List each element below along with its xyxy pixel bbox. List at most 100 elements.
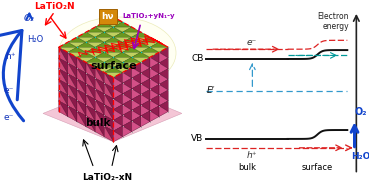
Polygon shape — [104, 126, 113, 142]
Polygon shape — [104, 67, 123, 72]
Polygon shape — [95, 37, 113, 42]
Polygon shape — [95, 110, 104, 126]
Polygon shape — [95, 67, 113, 72]
Polygon shape — [77, 79, 86, 94]
Polygon shape — [104, 94, 113, 110]
FancyArrowPatch shape — [0, 30, 24, 121]
Text: bulk: bulk — [238, 163, 256, 172]
Polygon shape — [141, 105, 150, 116]
Text: VB: VB — [191, 134, 204, 143]
Polygon shape — [104, 42, 123, 47]
Polygon shape — [123, 57, 141, 62]
Polygon shape — [95, 32, 113, 37]
Polygon shape — [104, 32, 123, 37]
Polygon shape — [113, 99, 123, 110]
Polygon shape — [132, 47, 150, 52]
Polygon shape — [113, 115, 123, 126]
Polygon shape — [141, 100, 150, 111]
Polygon shape — [77, 37, 95, 42]
Polygon shape — [95, 42, 113, 47]
Polygon shape — [150, 68, 159, 79]
Polygon shape — [113, 94, 123, 105]
Text: O₂: O₂ — [355, 107, 367, 117]
Polygon shape — [123, 126, 132, 137]
Polygon shape — [141, 73, 150, 84]
Polygon shape — [68, 95, 77, 111]
Polygon shape — [159, 106, 168, 117]
Polygon shape — [123, 115, 132, 126]
Polygon shape — [68, 74, 77, 89]
Polygon shape — [95, 78, 104, 94]
Polygon shape — [150, 89, 159, 100]
Polygon shape — [86, 47, 104, 52]
Polygon shape — [141, 94, 150, 105]
Polygon shape — [68, 106, 77, 122]
Polygon shape — [123, 47, 141, 52]
Text: h⁺: h⁺ — [246, 151, 257, 160]
Polygon shape — [59, 47, 68, 63]
Polygon shape — [113, 57, 132, 62]
Polygon shape — [150, 52, 159, 63]
Polygon shape — [95, 121, 104, 137]
Polygon shape — [132, 100, 141, 110]
Polygon shape — [113, 131, 123, 142]
Polygon shape — [141, 68, 150, 79]
Polygon shape — [86, 62, 95, 78]
Polygon shape — [132, 42, 150, 47]
Text: LaTiO₂-xN: LaTiO₂-xN — [83, 173, 132, 182]
Polygon shape — [77, 68, 86, 84]
Polygon shape — [86, 116, 95, 132]
Text: surface: surface — [90, 61, 137, 71]
Polygon shape — [150, 111, 159, 122]
Polygon shape — [113, 83, 123, 94]
Polygon shape — [132, 57, 150, 62]
Polygon shape — [95, 100, 104, 115]
Polygon shape — [77, 52, 95, 57]
Polygon shape — [150, 100, 159, 111]
Polygon shape — [132, 62, 141, 73]
Polygon shape — [104, 52, 123, 57]
Polygon shape — [159, 79, 168, 90]
Text: LaTiO₂N: LaTiO₂N — [34, 2, 75, 11]
Polygon shape — [104, 57, 123, 62]
Text: LaTiO₂+yN₁-y: LaTiO₂+yN₁-y — [122, 13, 175, 19]
Polygon shape — [123, 67, 132, 78]
Polygon shape — [59, 101, 68, 117]
Polygon shape — [132, 78, 141, 89]
Polygon shape — [68, 37, 86, 42]
Polygon shape — [132, 110, 141, 121]
Polygon shape — [113, 37, 132, 42]
Polygon shape — [150, 106, 159, 117]
Polygon shape — [132, 116, 141, 127]
Polygon shape — [141, 79, 150, 89]
Polygon shape — [159, 63, 168, 74]
Polygon shape — [141, 57, 150, 68]
Polygon shape — [113, 22, 132, 27]
Polygon shape — [43, 85, 182, 142]
Polygon shape — [123, 78, 132, 89]
Polygon shape — [141, 116, 150, 127]
Polygon shape — [141, 111, 150, 122]
Text: e⁻: e⁻ — [246, 38, 256, 47]
Polygon shape — [132, 105, 141, 116]
Polygon shape — [59, 79, 68, 95]
Polygon shape — [113, 32, 132, 37]
Polygon shape — [113, 27, 132, 32]
Polygon shape — [68, 106, 77, 122]
Polygon shape — [123, 94, 132, 105]
Polygon shape — [86, 52, 104, 57]
Polygon shape — [113, 105, 123, 115]
Polygon shape — [123, 100, 132, 110]
Polygon shape — [77, 42, 95, 47]
Polygon shape — [123, 83, 132, 94]
Polygon shape — [113, 72, 123, 83]
Polygon shape — [95, 57, 113, 62]
Polygon shape — [123, 72, 132, 83]
Polygon shape — [104, 94, 113, 110]
Polygon shape — [77, 111, 86, 127]
Ellipse shape — [59, 17, 176, 89]
Polygon shape — [86, 62, 95, 78]
Polygon shape — [95, 67, 104, 83]
Polygon shape — [68, 74, 77, 89]
Polygon shape — [95, 89, 104, 105]
